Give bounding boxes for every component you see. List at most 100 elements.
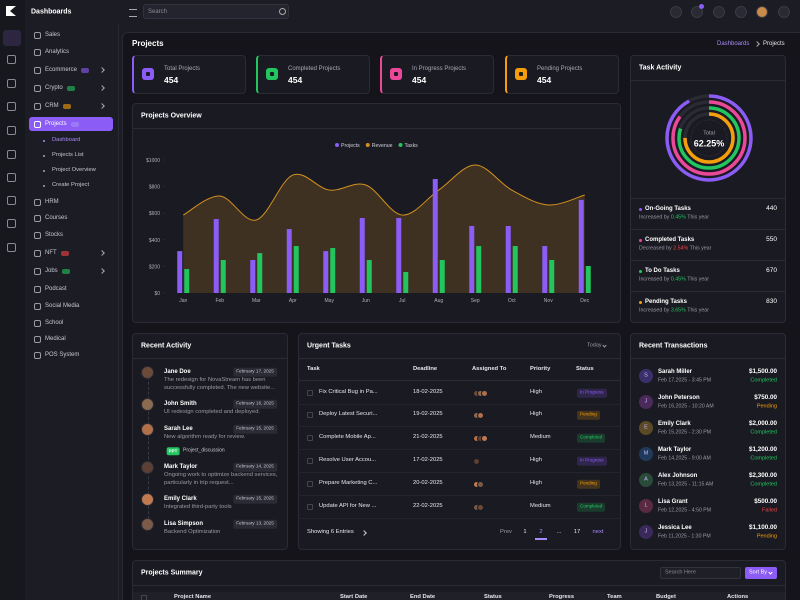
rail-icon[interactable] <box>7 243 16 252</box>
rail-icon[interactable] <box>7 150 16 159</box>
search-box[interactable] <box>143 4 289 19</box>
card-title: Task Activity <box>639 64 682 72</box>
task-change: Increased by 3.65% This year <box>639 308 709 313</box>
sort-button[interactable] <box>745 567 777 579</box>
menu-icon <box>34 214 41 222</box>
header-icon[interactable] <box>756 6 768 18</box>
entries-info[interactable]: Showing 6 Entries <box>307 529 354 536</box>
transaction-status: Completed <box>750 376 777 383</box>
menu-item[interactable]: School <box>45 320 64 326</box>
summary-header-bg <box>133 592 785 600</box>
menu-toggle[interactable] <box>129 9 137 17</box>
transaction-status: Pending <box>756 402 777 409</box>
column-header: Status <box>484 594 502 600</box>
search-placeholder: Search <box>148 9 168 15</box>
filter-dropdown[interactable]: Today <box>587 342 602 349</box>
menu-item[interactable]: Podcast <box>45 286 67 292</box>
column-header: Priority <box>530 366 551 373</box>
rail-icon[interactable] <box>7 173 16 182</box>
rail-icon[interactable] <box>7 102 16 111</box>
stat-value: 454 <box>164 74 179 85</box>
transaction-name: Jessica Lee <box>658 525 692 531</box>
activity-name: Jane Doe <box>164 369 191 375</box>
pagination[interactable]: 1 <box>523 529 527 536</box>
menu-item[interactable]: Social Media <box>45 303 80 309</box>
assignee-avatar <box>473 457 480 465</box>
task-deadline: 19-02-2025 <box>413 411 443 418</box>
checkbox[interactable] <box>307 481 313 487</box>
menu-item[interactable]: CRM <box>45 103 59 109</box>
pagination[interactable]: ... <box>556 529 562 536</box>
rail-icon[interactable] <box>7 55 16 64</box>
avatar-initial: A <box>644 476 648 483</box>
pagination[interactable]: next <box>592 529 604 536</box>
transaction-date: Feb 13,2025 - 11:15 AM <box>658 480 714 487</box>
rail-icon[interactable] <box>7 196 16 205</box>
checkbox[interactable] <box>307 435 313 441</box>
summary-search[interactable] <box>660 567 741 579</box>
avatar-circle <box>639 525 653 539</box>
stat-icon-glyph <box>519 72 523 76</box>
checkbox[interactable] <box>307 504 313 510</box>
task-deadline: 21-02-2025 <box>413 434 443 441</box>
pagination[interactable]: 17 <box>573 529 581 536</box>
avatar <box>141 398 154 411</box>
file-name[interactable]: Project_discussion <box>183 447 225 454</box>
task-priority: High <box>530 457 542 464</box>
header-checkbox[interactable] <box>141 595 147 600</box>
change-value: 2.54% <box>673 245 689 252</box>
menu-item[interactable]: Projects <box>45 121 67 127</box>
column-header: Project Name <box>174 594 212 600</box>
header-icon[interactable] <box>670 6 682 18</box>
activity-text: UI redesign completed and deployed. <box>164 409 261 415</box>
menu-item[interactable]: NFT <box>45 250 57 256</box>
stat-card <box>256 55 370 94</box>
menu-item[interactable]: HRM <box>45 199 59 205</box>
submenu-item[interactable]: Dashboard <box>52 137 81 144</box>
checkbox[interactable] <box>307 390 313 396</box>
header-icon[interactable] <box>735 6 747 18</box>
menu-item[interactable]: Jobs <box>45 268 58 274</box>
menu-item[interactable]: POS System <box>45 352 80 358</box>
menu-icon <box>34 267 41 275</box>
pagination[interactable]: Prev <box>500 529 512 536</box>
status-pill: Completed <box>577 502 606 512</box>
header-icon[interactable] <box>691 6 703 18</box>
header-icon[interactable] <box>778 6 790 18</box>
column-header: Assigned To <box>472 366 507 373</box>
menu-icon <box>34 102 41 110</box>
menu-item[interactable]: Crypto <box>45 85 63 91</box>
task-priority: High <box>530 389 542 396</box>
rail-icon[interactable] <box>7 126 16 135</box>
avatar-circle <box>639 395 653 409</box>
submenu-item[interactable]: Create Project <box>52 182 90 189</box>
change-suffix: This year <box>687 276 710 283</box>
menu-item[interactable]: Medical <box>45 336 66 342</box>
rail-icon[interactable] <box>7 79 16 88</box>
menu-item[interactable]: Courses <box>45 215 68 221</box>
pagination[interactable]: 2 <box>539 529 543 536</box>
task-name: Fix Critical Bug in Pa... <box>319 389 378 396</box>
column-header: Status <box>576 366 594 373</box>
submenu-dot <box>43 170 45 172</box>
header-icon[interactable] <box>713 6 725 18</box>
checkbox[interactable] <box>307 412 313 418</box>
menu-icon <box>34 319 41 327</box>
rail-icon[interactable] <box>7 219 16 228</box>
menu-item[interactable]: Analytics <box>45 49 70 55</box>
menu-item[interactable]: Ecommerce <box>45 67 78 73</box>
rail-active <box>3 30 21 46</box>
menu-icon <box>34 285 41 293</box>
menu-item[interactable]: Sales <box>45 32 61 38</box>
card-header-divider <box>630 358 786 359</box>
card-header-divider <box>132 358 288 359</box>
menu-item[interactable]: Stocks <box>45 232 64 238</box>
icon-rail <box>0 0 26 600</box>
checkbox[interactable] <box>307 458 313 464</box>
submenu-item[interactable]: Project Overview <box>52 167 96 174</box>
brand: Dashboards <box>31 8 72 16</box>
breadcrumb[interactable]: Dashboards <box>717 41 750 47</box>
task-change: Increased by 0.45% This year <box>639 277 709 282</box>
task-activity-card <box>630 55 786 323</box>
submenu-item[interactable]: Projects List <box>52 152 84 159</box>
